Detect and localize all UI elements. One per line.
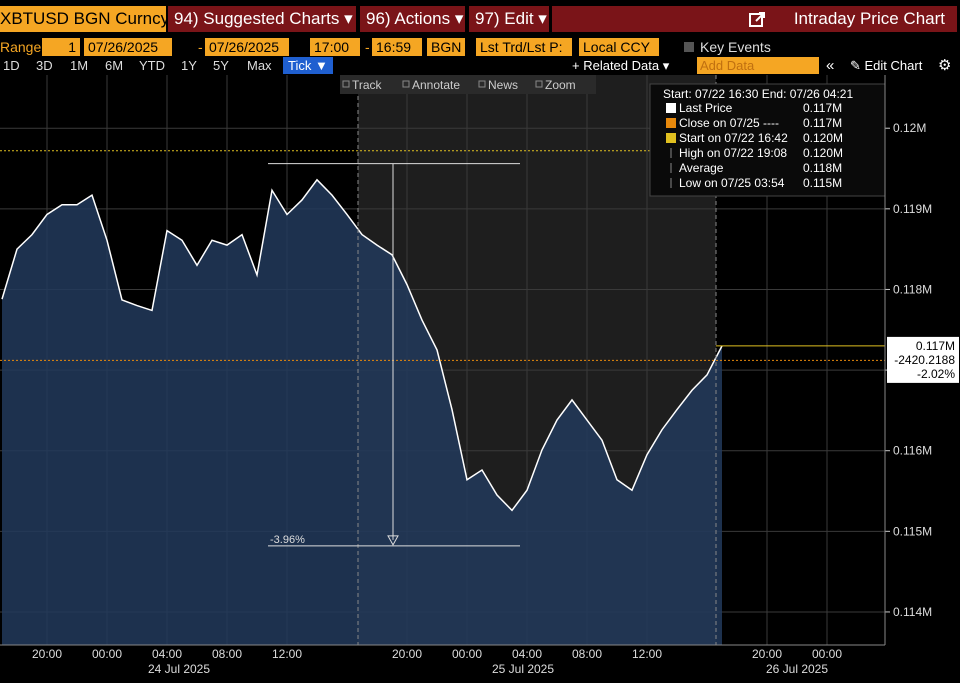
key-events[interactable]: Key Events (700, 39, 771, 55)
edit-chart[interactable]: ✎ Edit Chart (850, 58, 923, 73)
last-price-text: 0.117M (916, 339, 955, 353)
menu[interactable]: 97) Edit ▾ (469, 6, 549, 32)
y-tick-label: 0.12M (893, 121, 926, 135)
legend-swatch (666, 133, 676, 143)
legend-label: Close on 07/25 ---- (679, 116, 779, 130)
range-field[interactable]: BGN (427, 38, 465, 56)
x-tick-label: 20:00 (32, 647, 62, 661)
chart: 20:00 00:00 04:00 08:00 12:00 20:00 00:00 04:00… (0, 75, 959, 676)
range-field[interactable]: 17:00 (310, 38, 360, 56)
tool-icon (402, 80, 410, 88)
x-date-label: 25 Jul 2025 (492, 662, 554, 676)
range-field: - (198, 39, 203, 55)
checkbox[interactable] (684, 42, 694, 52)
range-label: Range (0, 39, 42, 55)
x-tick-label: 08:00 (572, 647, 602, 661)
last-price-text: -2420.2188 (894, 353, 955, 367)
legend-value: 0.118M (803, 161, 842, 175)
period-button[interactable]: YTD (139, 58, 165, 73)
range-field[interactable]: 07/26/2025 (84, 38, 172, 56)
legend-swatch (666, 103, 676, 113)
legend-label: Average (679, 161, 724, 175)
tick-button[interactable]: Tick ▼ (283, 57, 333, 74)
legend-label: High on 07/22 19:08 (679, 146, 787, 160)
y-tick-label: 0.115M (893, 524, 932, 538)
period-button[interactable]: 3D (36, 58, 53, 73)
settings[interactable]: ⚙ (938, 57, 952, 74)
last-price-box (887, 336, 959, 383)
tool-button[interactable]: Track (352, 78, 383, 92)
chart-name[interactable]: Intraday Price Chart (552, 6, 957, 32)
y-tick-label: 0.116M (893, 444, 932, 458)
measure-label: -3.96% (270, 534, 305, 546)
last-price-text: -2.02% (917, 367, 955, 381)
range-field[interactable]: 1 (42, 38, 80, 56)
x-tick-label: 00:00 (92, 647, 122, 661)
legend-label: Low on 07/25 03:54 (679, 176, 785, 190)
x-date-label: 24 Jul 2025 (148, 662, 210, 676)
measure-arrow (387, 535, 399, 546)
ticker[interactable]: XBTUSD BGN Curncy (0, 6, 169, 32)
range-field[interactable]: Local CCY (579, 38, 659, 56)
range-field[interactable]: 16:59 (372, 38, 422, 56)
x-tick-label: 12:00 (632, 647, 662, 661)
legend-value: 0.115M (803, 176, 842, 190)
menu[interactable]: 94) Suggested Charts ▾ (168, 6, 356, 32)
legend-value: 0.117M (803, 101, 842, 115)
tools-bar (340, 75, 596, 94)
x-tick-label: 20:00 (752, 647, 782, 661)
period-button[interactable]: 1M (70, 58, 89, 73)
range-field[interactable]: Lst Trd/Lst P: (476, 38, 572, 56)
range-field[interactable]: 07/26/2025 (205, 38, 289, 56)
range-field: - (365, 39, 370, 55)
y-tick-label: 0.118M (893, 282, 932, 296)
related-data[interactable]: + Related Data ▾ (572, 58, 670, 73)
period-button[interactable]: 1Y (181, 58, 197, 73)
price-line (1, 178, 723, 512)
x-tick-label: 12:00 (272, 647, 302, 661)
x-tick-label: 04:00 (512, 647, 542, 661)
legend-value: 0.120M (803, 146, 843, 160)
x-tick-label: 00:00 (812, 647, 842, 661)
period-button[interactable]: Max (247, 58, 272, 73)
legend-swatch (666, 118, 676, 128)
legend-label: Last Price (679, 101, 733, 115)
y-tick-label: 0.114M (893, 605, 932, 619)
area-fill (2, 179, 722, 645)
add-data[interactable]: Add Data (697, 57, 819, 74)
tool-button[interactable]: Annotate (412, 78, 460, 92)
legend-value: 0.120M (803, 131, 843, 145)
tool-button[interactable]: Zoom (545, 78, 576, 92)
x-tick-label: 00:00 (452, 647, 482, 661)
period-button[interactable]: 1D (3, 58, 20, 73)
x-tick-label: 04:00 (152, 647, 182, 661)
x-tick-label: 08:00 (212, 647, 242, 661)
x-date-label: 26 Jul 2025 (766, 662, 828, 676)
legend-value: 0.117M (803, 116, 842, 130)
tool-icon (535, 80, 543, 88)
menu[interactable]: 96) Actions ▾ (360, 6, 465, 32)
legend-header: Start: 07/22 16:30 End: 07/26 04:21 (663, 87, 853, 101)
x-tick-label: 20:00 (392, 647, 422, 661)
tool-button[interactable]: News (488, 78, 518, 92)
tool-icon (478, 80, 486, 88)
popout-icon[interactable] (748, 11, 766, 29)
collapse[interactable]: « (826, 57, 835, 74)
period-button[interactable]: 5Y (213, 58, 229, 73)
legend-box (649, 83, 886, 197)
tool-icon (342, 80, 350, 88)
legend-label: Start on 07/22 16:42 (679, 131, 788, 145)
y-tick-label: 0.119M (893, 202, 932, 216)
period-button[interactable]: 6M (105, 58, 124, 73)
